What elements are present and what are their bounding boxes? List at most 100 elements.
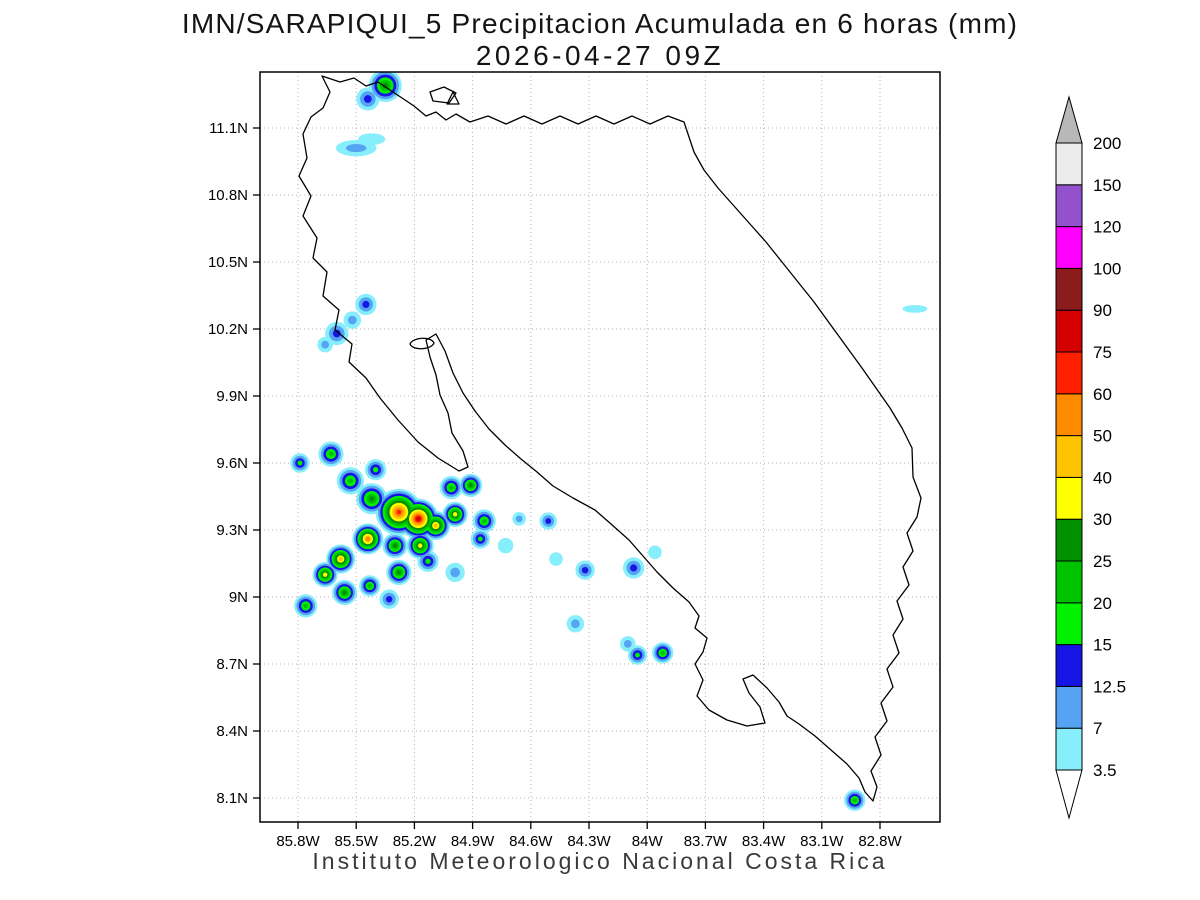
precip-cell-band (477, 536, 483, 542)
colorbar-segment (1055, 518, 1083, 562)
precip-cell-band (549, 552, 563, 566)
colorbar: 3.5 7 12.5 15 20 25 30 40 50 60 75 90 100 120 150 200 (1055, 95, 1126, 820)
colorbar-label: 60 (1093, 385, 1112, 404)
precip-cell-band (852, 798, 857, 803)
precip-cell-band (433, 523, 438, 528)
colorbar-label: 12.5 (1093, 677, 1126, 696)
precip-cell-band (322, 572, 328, 577)
colorbar-label: 50 (1093, 427, 1112, 446)
colorbar-label: 75 (1093, 343, 1112, 362)
colorbar-label: 25 (1093, 552, 1112, 571)
lon-tick-label: 84.3W (567, 833, 611, 850)
precip-cell-band (515, 515, 523, 523)
lon-tick-label: 85.8W (276, 833, 320, 850)
precip-cell-band (396, 509, 402, 515)
lat-tick-label: 9.3N (216, 522, 248, 539)
precip-cell-band (362, 300, 370, 308)
colorbar-label: 3.5 (1093, 761, 1117, 780)
precip-cell-band (425, 558, 431, 564)
colorbar-over-arrow (1055, 95, 1083, 144)
precip-cell-band (571, 619, 580, 629)
coastline-costa-rica (298, 75, 922, 802)
precip-cell-band (396, 570, 402, 575)
chart-subtitle: 2026-04-27 09Z (475, 40, 725, 71)
colorbar-segment (1055, 644, 1083, 687)
precipitation-layer (290, 72, 928, 811)
lat-tick-label: 8.7N (216, 656, 248, 673)
lat-tick-label: 10.8N (208, 187, 248, 204)
precip-cell-band (581, 566, 589, 574)
precip-cell-band (660, 650, 665, 656)
lon-tick-label: 82.8W (858, 833, 902, 850)
precip-cell-band (303, 603, 309, 609)
lon-tick-label: 83.7W (684, 833, 728, 850)
precip-cell-band (328, 451, 334, 457)
precip-cell-band (418, 543, 423, 548)
lat-tick-label: 9.6N (216, 455, 248, 472)
colorbar-segment (1055, 560, 1083, 604)
precip-cell-band (497, 537, 514, 554)
precip-cell-band (623, 640, 632, 648)
colorbar-segment (1055, 309, 1083, 353)
precip-cell-band (382, 82, 389, 89)
precip-cell-band (332, 329, 341, 338)
lat-tick-label: 9.9N (216, 388, 248, 405)
precip-cell-band (369, 496, 375, 502)
colorbar-label: 150 (1093, 176, 1121, 195)
colorbar-segment (1055, 435, 1083, 478)
colorbar-segment (1055, 685, 1083, 729)
precip-cell-band (385, 595, 393, 603)
colorbar-segment (1055, 393, 1083, 437)
lat-tick-label: 10.5N (208, 254, 248, 271)
lake-arenal-outline (409, 337, 435, 350)
colorbar-segment (1055, 267, 1083, 311)
lon-tick-label: 83.4W (742, 833, 786, 850)
island-triangle-outline (446, 91, 460, 105)
lon-tick-label: 83.1W (800, 833, 844, 850)
colorbar-segment (1055, 727, 1083, 771)
colorbar-label: 30 (1093, 510, 1112, 529)
colorbar-label: 200 (1093, 134, 1121, 153)
colorbar-label: 90 (1093, 301, 1112, 320)
grid-layer (260, 72, 940, 822)
colorbar-label: 120 (1093, 218, 1121, 237)
lon-tick-label: 85.2W (393, 833, 437, 850)
lon-tick-label: 85.5W (335, 833, 379, 850)
precip-cell-band (367, 583, 372, 589)
colorbar-segment (1055, 476, 1083, 520)
colorbar-label: 40 (1093, 468, 1112, 487)
precip-cell-band (297, 460, 303, 466)
precip-cell-band (347, 315, 357, 325)
precip-cell-band (346, 144, 367, 153)
map-frame (259, 71, 941, 823)
precip-cell-band (363, 95, 372, 103)
precip-cell-band (630, 564, 638, 572)
precip-cell-band (342, 590, 347, 595)
coastline-layer (298, 75, 922, 802)
precip-cell-band (448, 485, 454, 490)
precip-cell-band (338, 556, 343, 562)
precip-cell-band (321, 340, 330, 349)
colorbar-label: 15 (1093, 636, 1112, 655)
colorbar-label: 100 (1093, 259, 1121, 278)
lon-tick-label: 84W (632, 833, 664, 850)
lon-tick-label: 84.9W (451, 833, 495, 850)
footer-credit: Instituto Meteorologico Nacional Costa R… (312, 848, 888, 874)
lat-tick-label: 11.1N (209, 120, 248, 137)
precip-cell-band (372, 467, 379, 473)
colorbar-segment (1055, 226, 1083, 269)
precip-cell-band (392, 543, 398, 548)
precip-cell-band (347, 478, 354, 484)
lon-tick-label: 84.6W (509, 833, 553, 850)
lat-tick-label: 8.1N (216, 790, 248, 807)
precip-cell-band (635, 652, 640, 658)
precip-cell-band (545, 518, 552, 524)
island-outline (429, 86, 457, 104)
colorbar-label: 20 (1093, 594, 1112, 613)
precip-cell-band (902, 305, 928, 313)
axis-labels: 11.1N 10.8N 10.5N 10.2N 9.9N 9.6N 9.3N 9N 8.7N 8.… (208, 120, 903, 850)
colorbar-segment (1055, 184, 1083, 228)
colorbar-segment (1055, 351, 1083, 395)
